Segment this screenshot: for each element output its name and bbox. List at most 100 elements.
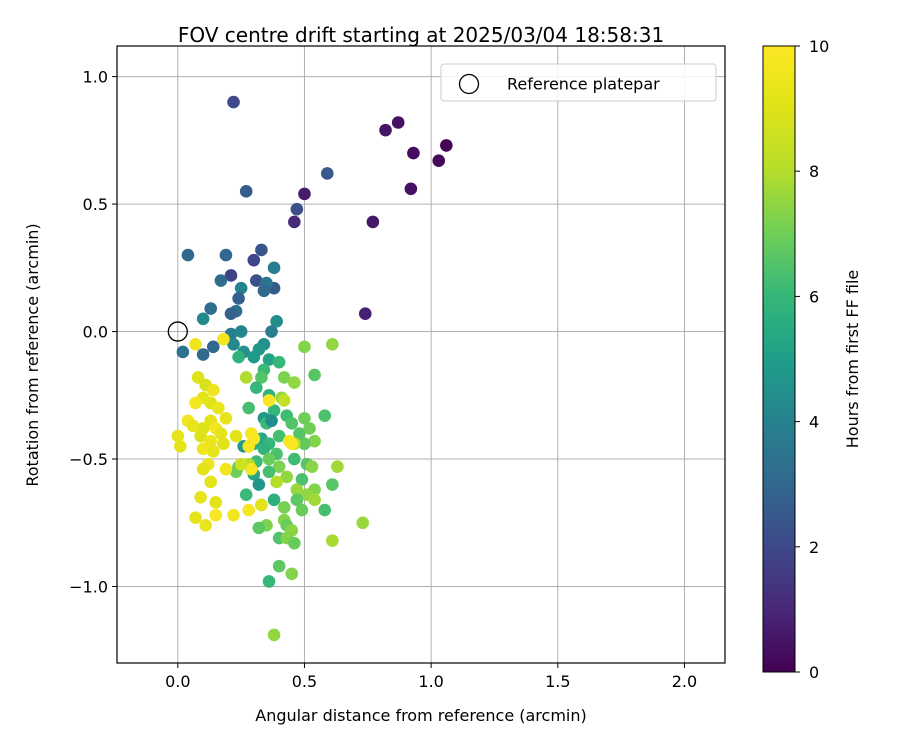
data-point: [288, 376, 301, 389]
x-tick-label: 0.5: [292, 672, 317, 691]
data-point: [288, 215, 301, 229]
plot-area-frame: [116, 45, 726, 664]
data-point: [295, 503, 309, 517]
data-point: [204, 475, 218, 489]
data-point: [232, 292, 245, 305]
data-point: [250, 274, 263, 287]
legend-reference-marker: [458, 73, 480, 95]
data-point: [257, 442, 271, 456]
data-point: [214, 427, 228, 440]
data-point: [257, 284, 271, 298]
data-point: [272, 460, 286, 473]
data-point: [189, 338, 202, 351]
y-axis-ticks: 1.0 0.5 0.0 −0.5 −1.0: [69, 68, 117, 597]
data-point: [262, 353, 276, 366]
x-tick-label: 1.0: [418, 672, 443, 691]
y-tick-label: 0.0: [83, 323, 108, 342]
data-point: [239, 488, 253, 502]
y-tick-label: −0.5: [69, 450, 108, 469]
data-point: [305, 460, 319, 473]
data-point: [206, 340, 220, 354]
data-point: [255, 498, 268, 512]
data-point: [379, 123, 392, 137]
x-tick-label: 0.0: [165, 672, 190, 691]
data-point: [247, 350, 261, 364]
data-point: [209, 496, 223, 509]
chart-title: FOV centre drift starting at 2025/03/04 …: [178, 23, 664, 47]
data-point: [298, 437, 311, 451]
data-point: [272, 355, 286, 369]
data-point: [272, 429, 286, 443]
data-point: [206, 445, 220, 458]
data-point: [318, 409, 332, 422]
data-point: [239, 185, 253, 198]
data-point: [277, 371, 291, 384]
colorbar-tick-label: 8: [809, 162, 819, 181]
data-point: [196, 348, 210, 361]
data-point: [242, 503, 256, 517]
data-point: [191, 371, 205, 384]
data-point: [252, 521, 266, 535]
data-point: [224, 269, 238, 282]
data-point: [204, 434, 218, 448]
data-point: [298, 187, 311, 201]
data-point: [326, 534, 339, 547]
data-point: [262, 394, 276, 407]
data-point: [262, 452, 276, 466]
y-tick-label: −1.0: [69, 578, 108, 597]
colorbar-tick-label: 0: [809, 663, 819, 682]
y-tick-label: 1.0: [83, 68, 108, 87]
data-point: [194, 429, 207, 443]
data-point: [252, 478, 266, 491]
reference-marker: [167, 321, 188, 342]
y-axis-label: Rotation from reference (arcmin): [23, 223, 42, 486]
data-point: [267, 261, 281, 275]
data-point: [239, 371, 253, 384]
data-point: [181, 248, 195, 262]
data-point: [290, 202, 304, 216]
data-point: [214, 274, 228, 287]
data-point: [255, 243, 268, 257]
data-point: [244, 462, 258, 476]
data-point: [250, 381, 263, 394]
data-point: [295, 473, 309, 486]
legend: Reference platepar: [440, 63, 717, 102]
x-axis-ticks: 0.0 0.5 1.0 1.5 2.0: [165, 663, 697, 691]
data-point: [262, 465, 276, 479]
data-point: [404, 182, 418, 196]
data-point: [318, 503, 332, 517]
data-point: [265, 414, 278, 428]
data-point: [326, 478, 339, 491]
data-point: [265, 325, 278, 338]
data-point: [224, 307, 238, 321]
data-point: [356, 516, 370, 530]
data-point: [212, 401, 225, 415]
data-point: [171, 429, 185, 443]
legend-reference-label: Reference platepar: [507, 75, 660, 94]
legend-box: [440, 63, 717, 102]
data-point: [199, 519, 212, 532]
data-point: [206, 383, 220, 397]
data-point: [267, 493, 281, 507]
data-point: [270, 475, 283, 489]
data-point: [270, 315, 283, 328]
data-point: [308, 434, 321, 448]
data-point: [440, 139, 453, 152]
data-point: [407, 146, 420, 160]
x-tick-label: 1.5: [545, 672, 570, 691]
colorbar-label: Hours from first FF file: [843, 270, 862, 449]
data-points: [171, 95, 453, 642]
y-tick-label: 0.5: [83, 195, 108, 214]
data-point: [219, 462, 233, 476]
data-point: [194, 490, 207, 504]
data-point: [326, 338, 339, 351]
data-point: [176, 345, 190, 359]
data-point: [267, 404, 281, 417]
data-point: [290, 493, 304, 507]
data-point: [227, 338, 240, 351]
data-point: [320, 167, 334, 180]
data-point: [280, 470, 294, 484]
data-point: [234, 281, 248, 295]
data-point: [308, 368, 321, 382]
data-point: [242, 401, 256, 415]
